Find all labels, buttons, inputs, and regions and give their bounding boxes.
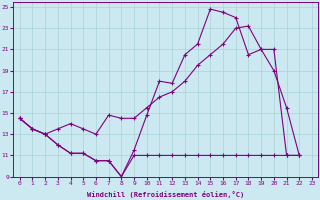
X-axis label: Windchill (Refroidissement éolien,°C): Windchill (Refroidissement éolien,°C) — [87, 191, 244, 198]
